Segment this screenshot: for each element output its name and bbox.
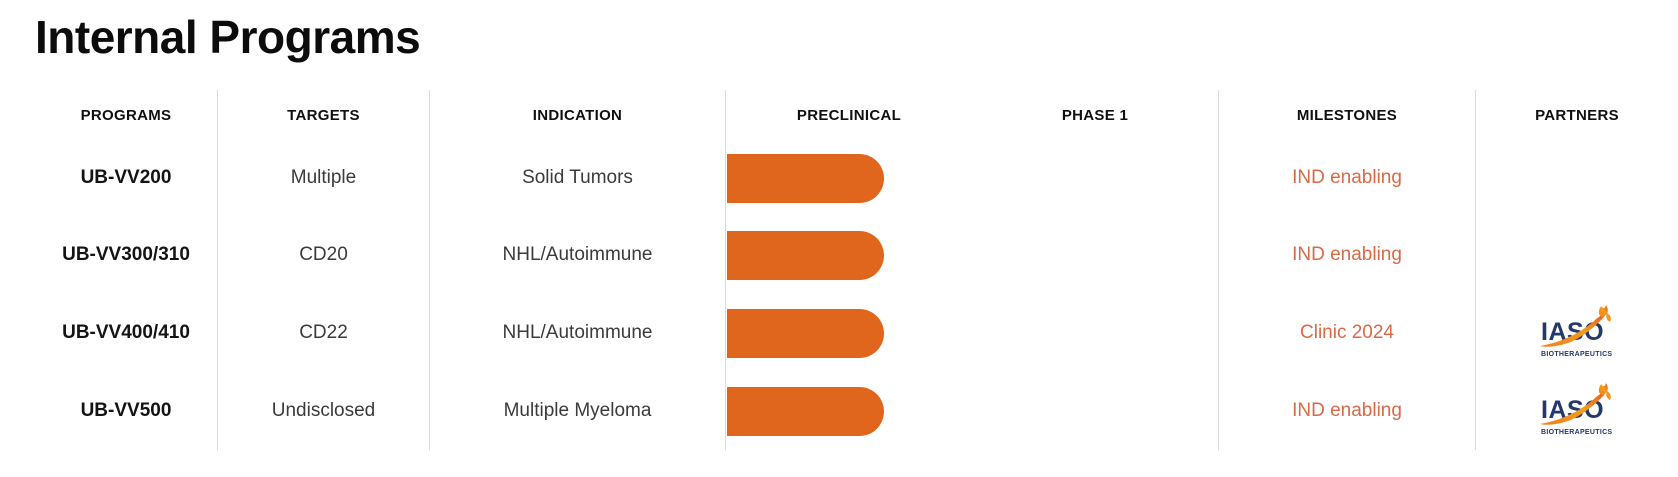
program-name: UB-VV300/310 — [35, 216, 218, 294]
preclinical-progress-bar — [727, 153, 884, 203]
program-name: UB-VV200 — [35, 140, 218, 216]
milestone-value: IND enabling — [1219, 372, 1476, 450]
phase1-cell-empty — [972, 216, 1219, 294]
phase1-cell-empty — [972, 372, 1219, 450]
column-header-milestones: MILESTONES — [1219, 90, 1476, 140]
iaso-subtitle: BIOTHERAPEUTICS — [1541, 429, 1613, 436]
column-header-programs: PROGRAMS — [35, 90, 218, 140]
stage-bar-cell — [726, 140, 972, 216]
milestone-value: Clinic 2024 — [1219, 294, 1476, 372]
milestone-value: IND enabling — [1219, 216, 1476, 294]
indication-value: NHL/Autoimmune — [430, 216, 726, 294]
column-header-preclinical: PRECLINICAL — [796, 106, 902, 124]
stage-bar-cell — [726, 372, 972, 450]
partner-cell: IASO BIOTHERAPEUTICS — [1476, 372, 1678, 450]
preclinical-progress-bar — [727, 230, 884, 280]
target-value: Multiple — [218, 140, 430, 216]
milestone-value: IND enabling — [1219, 140, 1476, 216]
iaso-subtitle: BIOTHERAPEUTICS — [1541, 351, 1613, 358]
partner-cell-empty — [1476, 216, 1678, 294]
phase1-cell-empty — [972, 294, 1219, 372]
iaso-wordmark: IASO — [1541, 396, 1605, 424]
program-name: UB-VV400/410 — [35, 294, 218, 372]
stage-bar-cell — [726, 216, 972, 294]
indication-value: Solid Tumors — [430, 140, 726, 216]
column-header-phase1: PHASE 1 — [972, 90, 1219, 140]
target-value: CD22 — [218, 294, 430, 372]
preclinical-progress-bar — [727, 308, 884, 358]
iaso-wordmark: IASO — [1541, 318, 1605, 346]
column-header-indication: INDICATION — [430, 90, 726, 140]
column-header-partners: PARTNERS — [1535, 106, 1619, 124]
preclinical-progress-bar — [727, 386, 884, 436]
target-value: CD20 — [218, 216, 430, 294]
stage-bar-cell — [726, 294, 972, 372]
iaso-logo: IASO BIOTHERAPEUTICS — [1538, 383, 1616, 439]
indication-value: NHL/Autoimmune — [430, 294, 726, 372]
indication-value: Multiple Myeloma — [430, 372, 726, 450]
program-name: UB-VV500 — [35, 372, 218, 450]
pipeline-table: PROGRAMS TARGETS INDICATION PRECLINICAL … — [35, 90, 1678, 450]
target-value: Undisclosed — [218, 372, 430, 450]
page-title: Internal Programs — [35, 11, 421, 63]
partner-cell: IASO BIOTHERAPEUTICS — [1476, 294, 1678, 372]
iaso-logo: IASO BIOTHERAPEUTICS — [1538, 305, 1616, 361]
phase1-cell-empty — [972, 140, 1219, 216]
partner-cell-empty — [1476, 140, 1678, 216]
column-header-targets: TARGETS — [218, 90, 430, 140]
